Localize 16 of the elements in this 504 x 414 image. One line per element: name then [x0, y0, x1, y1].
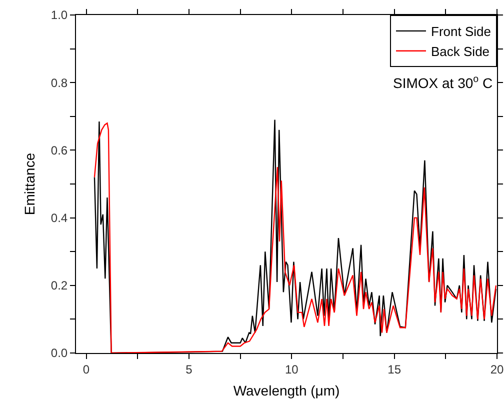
y-tick-label: 1.0: [50, 8, 68, 22]
x-tick-label: 15: [388, 362, 402, 376]
legend-label: Front Side: [431, 24, 491, 40]
x-axis-title: Wavelength (μm): [233, 382, 340, 399]
y-axis-title: Emittance: [22, 152, 38, 216]
y-tick-label: 0.6: [50, 143, 68, 158]
y-tick-label: 0.2: [50, 278, 68, 293]
x-tick-label: 20: [490, 362, 504, 376]
annotation: SIMOX at 30$^{o}$ C: [393, 74, 493, 91]
legend-label: Back Side: [431, 44, 490, 59]
y-tick-label: 0.4: [50, 211, 68, 225]
x-tick-label: 10: [284, 362, 299, 376]
x-tick-label: 5: [186, 362, 193, 376]
y-tick-label: 0.8: [50, 76, 68, 90]
x-tick-label: 0: [82, 362, 90, 376]
y-tick-label: 0.0: [50, 346, 68, 360]
